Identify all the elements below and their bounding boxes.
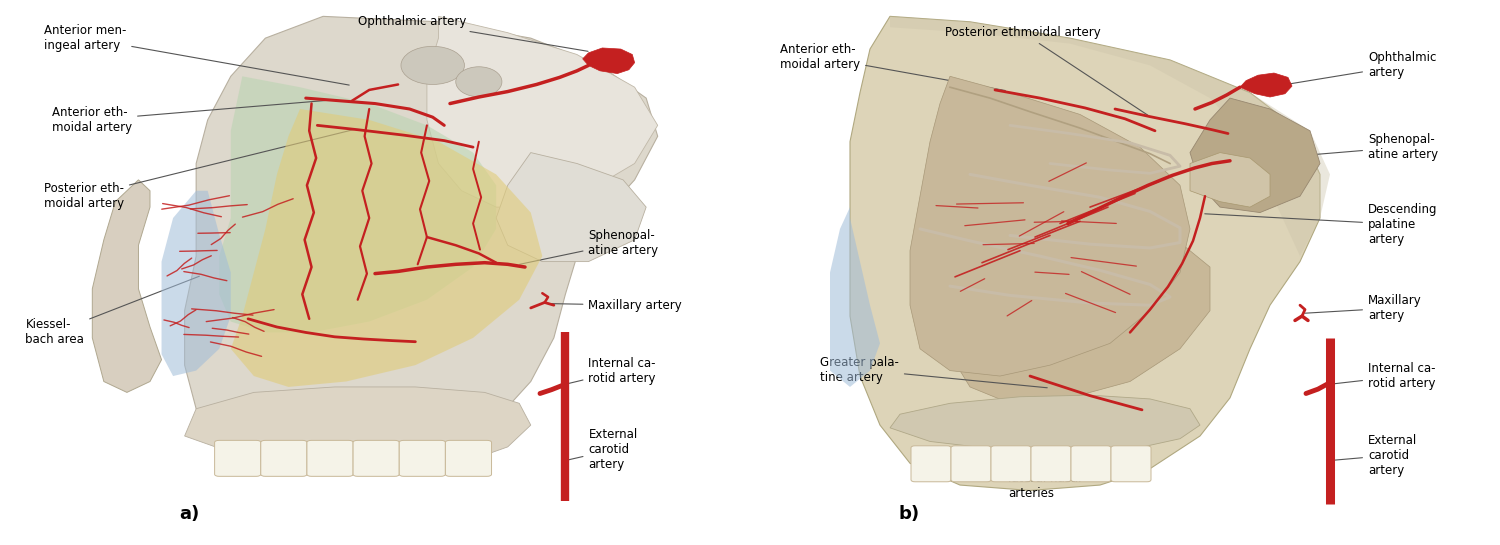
FancyBboxPatch shape	[910, 446, 951, 482]
FancyBboxPatch shape	[352, 440, 399, 476]
Polygon shape	[1190, 153, 1270, 207]
Polygon shape	[184, 16, 657, 469]
FancyBboxPatch shape	[399, 440, 445, 476]
Polygon shape	[1190, 98, 1320, 213]
Text: External
carotid
artery: External carotid artery	[568, 428, 638, 471]
Text: Maxillary artery: Maxillary artery	[549, 299, 682, 312]
FancyBboxPatch shape	[992, 446, 1030, 482]
Text: Posterior eth-
moidal artery: Posterior eth- moidal artery	[44, 129, 356, 210]
Polygon shape	[950, 207, 1210, 403]
Ellipse shape	[456, 66, 503, 97]
Polygon shape	[93, 180, 162, 392]
Polygon shape	[850, 16, 1320, 490]
Text: Maxillary
artery: Maxillary artery	[1305, 294, 1422, 322]
Polygon shape	[219, 76, 497, 332]
Text: Internal ca-
rotid artery: Internal ca- rotid artery	[1334, 362, 1436, 390]
Text: Sphenopal-
atine artery: Sphenopal- atine artery	[519, 228, 658, 264]
Polygon shape	[427, 16, 657, 207]
Text: Descending
palatine
artery: Descending palatine artery	[1204, 203, 1437, 246]
Text: Anterior men-
ingeal artery: Anterior men- ingeal artery	[44, 24, 350, 85]
Text: b): b)	[898, 505, 920, 523]
Text: Ophthalmic
artery: Ophthalmic artery	[1288, 51, 1437, 84]
Polygon shape	[162, 191, 231, 376]
Polygon shape	[1240, 73, 1292, 97]
Polygon shape	[582, 48, 634, 74]
Polygon shape	[496, 153, 646, 262]
Polygon shape	[910, 76, 1190, 376]
Text: Anterior eth-
moidal artery: Anterior eth- moidal artery	[780, 43, 1005, 90]
Polygon shape	[231, 109, 543, 387]
Polygon shape	[830, 207, 880, 387]
FancyBboxPatch shape	[1071, 446, 1112, 482]
FancyBboxPatch shape	[1030, 446, 1071, 482]
Text: Anterior eth-
moidal artery: Anterior eth- moidal artery	[53, 100, 332, 134]
Text: Posterior ethmoidal artery: Posterior ethmoidal artery	[945, 26, 1148, 115]
FancyBboxPatch shape	[261, 440, 308, 476]
Text: a): a)	[178, 505, 200, 523]
FancyBboxPatch shape	[214, 440, 261, 476]
Polygon shape	[184, 387, 531, 469]
Text: Ophthalmic artery: Ophthalmic artery	[357, 15, 588, 51]
Text: External
carotid
artery: External carotid artery	[1334, 434, 1418, 476]
Text: Greater pala-
tine artery: Greater pala- tine artery	[821, 355, 1047, 388]
Text: Posterior
lateral nasal
arteries: Posterior lateral nasal arteries	[1008, 428, 1082, 500]
Text: Kiessel-
bach area: Kiessel- bach area	[26, 276, 200, 347]
FancyBboxPatch shape	[446, 440, 492, 476]
Text: Sphenopal-
atine artery: Sphenopal- atine artery	[1228, 133, 1438, 162]
Polygon shape	[890, 16, 1330, 256]
Ellipse shape	[400, 46, 465, 84]
Polygon shape	[890, 395, 1200, 452]
FancyBboxPatch shape	[308, 440, 352, 476]
FancyBboxPatch shape	[951, 446, 992, 482]
Text: Internal ca-
rotid artery: Internal ca- rotid artery	[568, 356, 656, 385]
FancyBboxPatch shape	[1112, 446, 1150, 482]
